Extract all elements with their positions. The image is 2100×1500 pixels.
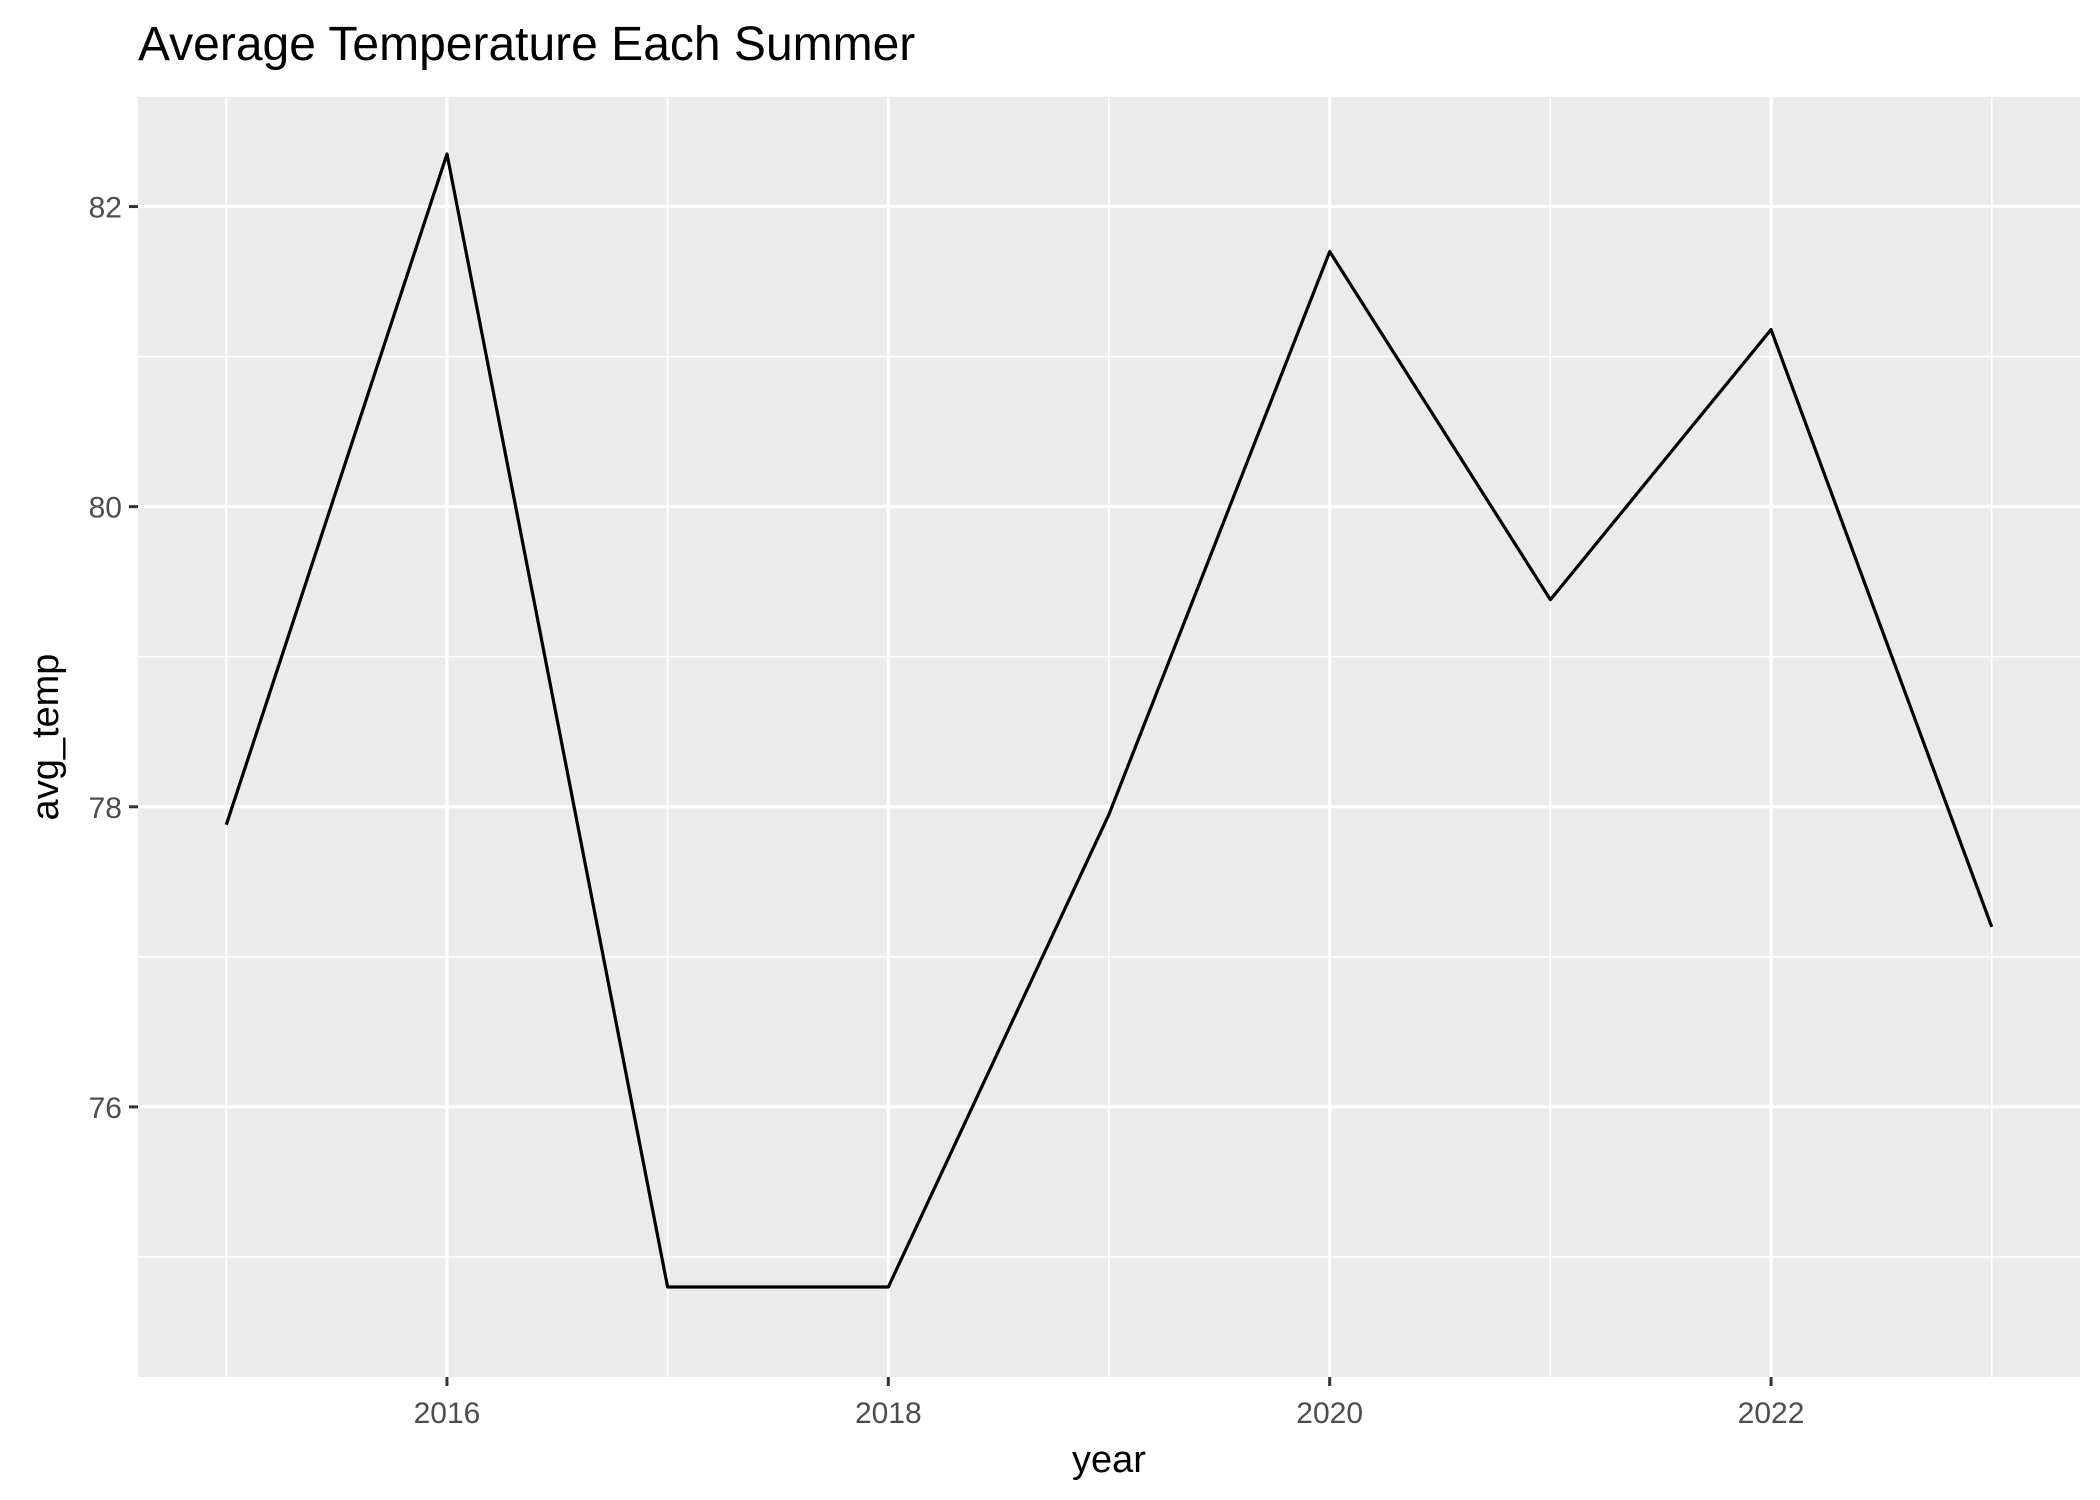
series-line [224, 152, 1994, 1289]
x-tick-label: 2016 [414, 1397, 481, 1430]
chart-title: Average Temperature Each Summer [138, 18, 915, 71]
y-axis-title: avg_temp [25, 654, 67, 821]
tick-labels: 2016 2018 2020 2022 76 78 80 82 [89, 192, 1805, 1430]
y-tick-label: 76 [89, 1092, 122, 1125]
x-axis-title: year [1072, 1439, 1146, 1481]
x-tick-label: 2022 [1738, 1397, 1805, 1430]
y-tick-label: 78 [89, 792, 122, 825]
minor-gridlines [138, 97, 2080, 1377]
major-gridlines [138, 97, 2080, 1377]
x-tick-label: 2018 [855, 1397, 922, 1430]
x-tick-label: 2020 [1296, 1397, 1363, 1430]
axis-ticks [129, 205, 1773, 1386]
y-tick-label: 82 [89, 192, 122, 225]
y-tick-label: 80 [89, 492, 122, 525]
